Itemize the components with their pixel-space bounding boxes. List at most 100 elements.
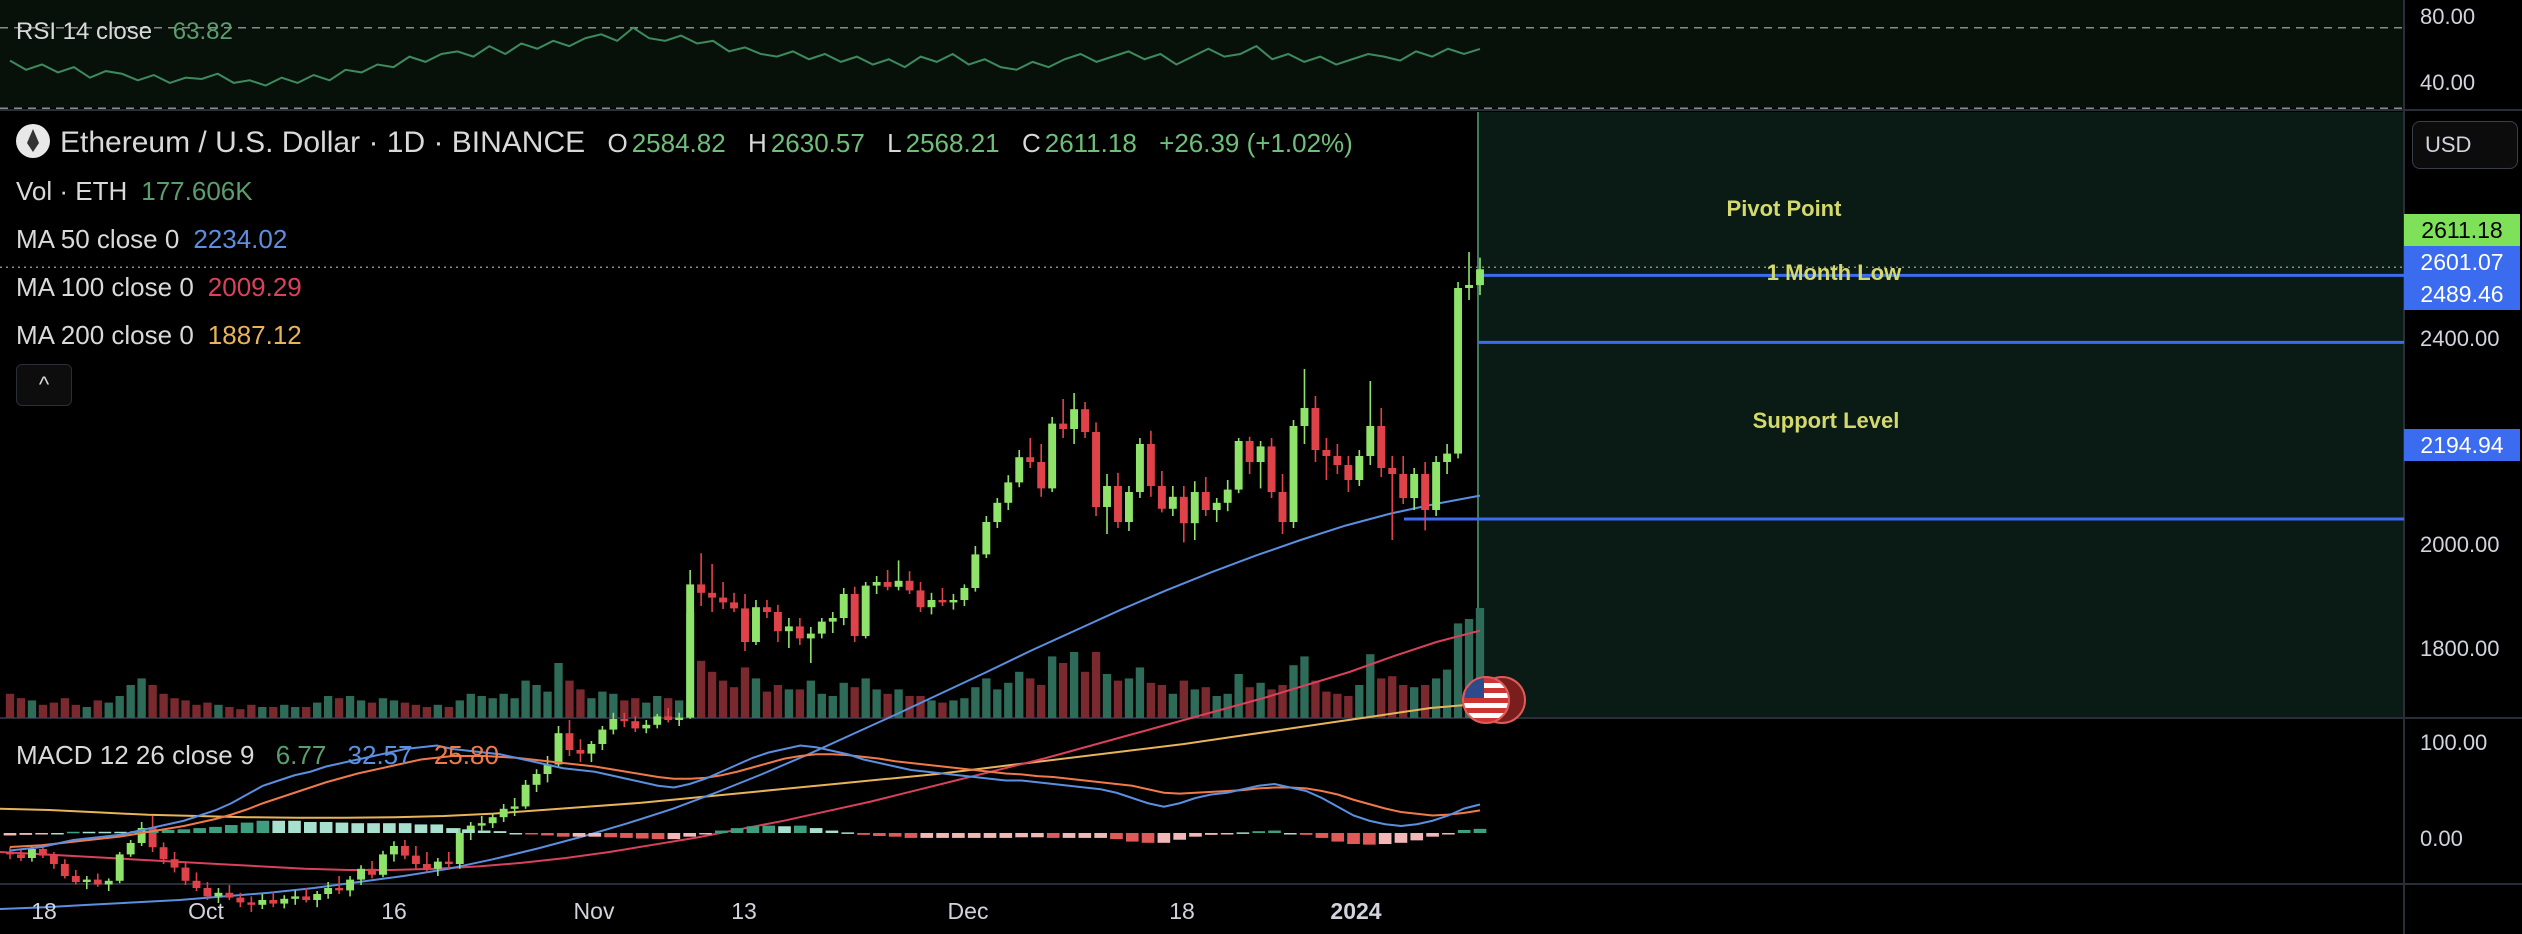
volume-bar xyxy=(883,693,892,718)
candle-body xyxy=(1311,408,1320,450)
candle-body xyxy=(1037,462,1046,489)
volume-legend[interactable]: Vol · ETH 177.606K xyxy=(16,176,253,207)
volume-bar xyxy=(598,691,607,718)
macd-histogram-bar xyxy=(1078,833,1092,838)
volume-bar xyxy=(247,704,256,718)
candle-body xyxy=(444,861,453,864)
volume-bar xyxy=(466,693,475,718)
candle-body xyxy=(839,594,848,618)
volume-bar xyxy=(192,704,201,718)
candle-body xyxy=(82,879,91,882)
candle-body xyxy=(1081,409,1090,432)
candle-body xyxy=(1048,423,1057,489)
candle-body xyxy=(609,718,618,730)
candle-body xyxy=(697,584,706,593)
macd-histogram-bar xyxy=(272,820,286,833)
volume-bar xyxy=(1190,689,1199,718)
candle-body xyxy=(938,600,947,603)
macd-histogram-bar xyxy=(430,824,444,833)
volume-bar xyxy=(411,704,421,718)
time-label-year: 2024 xyxy=(1330,898,1382,924)
macd-histogram-bar xyxy=(1236,832,1250,834)
candle-body xyxy=(17,854,25,858)
volume-bar xyxy=(565,680,574,718)
volume-bar xyxy=(1037,685,1046,718)
last-price-tag: 2611.18 xyxy=(2404,214,2520,246)
candle-body xyxy=(1355,456,1364,480)
macd-histogram-bar xyxy=(1094,833,1107,838)
macd-histogram-bar xyxy=(604,833,617,838)
ma100-value: 2009.29 xyxy=(207,272,302,302)
macd-histogram-bar xyxy=(446,828,459,833)
macd-histogram-bar xyxy=(809,828,823,833)
macd-histogram-bar xyxy=(1125,833,1139,842)
candle-body xyxy=(126,843,135,855)
volume-bar xyxy=(203,702,212,718)
us-flag-icon[interactable] xyxy=(1462,676,1510,724)
candle-body xyxy=(1015,457,1024,483)
volume-bar xyxy=(312,702,322,718)
macd-legend[interactable]: MACD 12 26 close 9 6.77 32.57 25.80 xyxy=(16,740,499,771)
volume-bar xyxy=(126,685,135,718)
candle-body xyxy=(993,502,1002,522)
ma100-legend[interactable]: MA 100 close 0 2009.29 xyxy=(16,272,302,303)
macd-histogram-bar xyxy=(462,829,475,833)
currency-selector[interactable]: USD xyxy=(2412,121,2518,169)
volume-bar xyxy=(1124,678,1134,718)
candle-body xyxy=(1190,492,1199,524)
candle-body xyxy=(1168,496,1177,509)
volume-bar xyxy=(1420,685,1430,718)
rsi-axis-40: 40.00 xyxy=(2420,70,2476,95)
candle-body xyxy=(565,733,574,750)
macd-histogram-bar xyxy=(635,833,649,839)
candle-body xyxy=(795,626,804,639)
macd-histogram-bar xyxy=(525,833,538,835)
macd-histogram-bar xyxy=(873,833,886,837)
macd-histogram-bar xyxy=(1110,833,1123,840)
ma50-line xyxy=(0,494,1481,910)
candle-body xyxy=(1322,450,1331,456)
volume-bar xyxy=(225,707,234,718)
volume-bar xyxy=(828,696,837,718)
ma50-legend[interactable]: MA 50 close 0 2234.02 xyxy=(16,224,287,255)
candle-body xyxy=(6,852,14,855)
candle-body xyxy=(598,729,607,744)
macd-histogram-bar xyxy=(572,833,586,837)
volume-bar xyxy=(137,678,146,718)
volume-bar xyxy=(236,709,245,718)
candle-body xyxy=(631,721,640,729)
volume-bar xyxy=(1431,678,1441,718)
candle-body xyxy=(1245,441,1254,462)
macd-histogram-bar xyxy=(1015,833,1028,838)
rsi-value: 63.82 xyxy=(172,18,233,45)
volume-bar xyxy=(433,704,443,718)
volume-bar xyxy=(1300,656,1309,718)
volume-bar xyxy=(1212,696,1221,718)
macd-histogram-bar xyxy=(667,833,681,840)
volume-bar xyxy=(38,704,48,718)
candle-body xyxy=(499,808,508,818)
macd-histogram-bar xyxy=(1046,833,1060,838)
volume-bar xyxy=(82,707,91,718)
candle-body xyxy=(1421,474,1430,510)
macd-histogram-bar xyxy=(398,823,412,833)
volume-bar xyxy=(181,700,190,718)
candle-body xyxy=(1465,285,1473,288)
ohlc-close: C 2611.18 xyxy=(1021,128,1137,158)
volume-bar xyxy=(1157,685,1167,718)
ma200-legend[interactable]: MA 200 close 0 1887.12 xyxy=(16,320,302,351)
candle-body xyxy=(1234,441,1243,490)
macd-histogram-value: 6.77 xyxy=(275,740,327,770)
macd-histogram-bar xyxy=(1268,830,1281,833)
candle-body xyxy=(433,861,442,869)
macd-label: MACD 12 26 close 9 xyxy=(16,740,255,770)
candle-body xyxy=(1223,489,1232,503)
volume-bar xyxy=(444,707,453,718)
collapse-legend-button[interactable]: ^ xyxy=(16,364,72,406)
volume-bar xyxy=(1080,671,1090,718)
volume-bar xyxy=(71,704,80,718)
macd-histogram-bar xyxy=(1157,833,1171,843)
ohlc-low: L 2568.21 xyxy=(887,128,1000,158)
